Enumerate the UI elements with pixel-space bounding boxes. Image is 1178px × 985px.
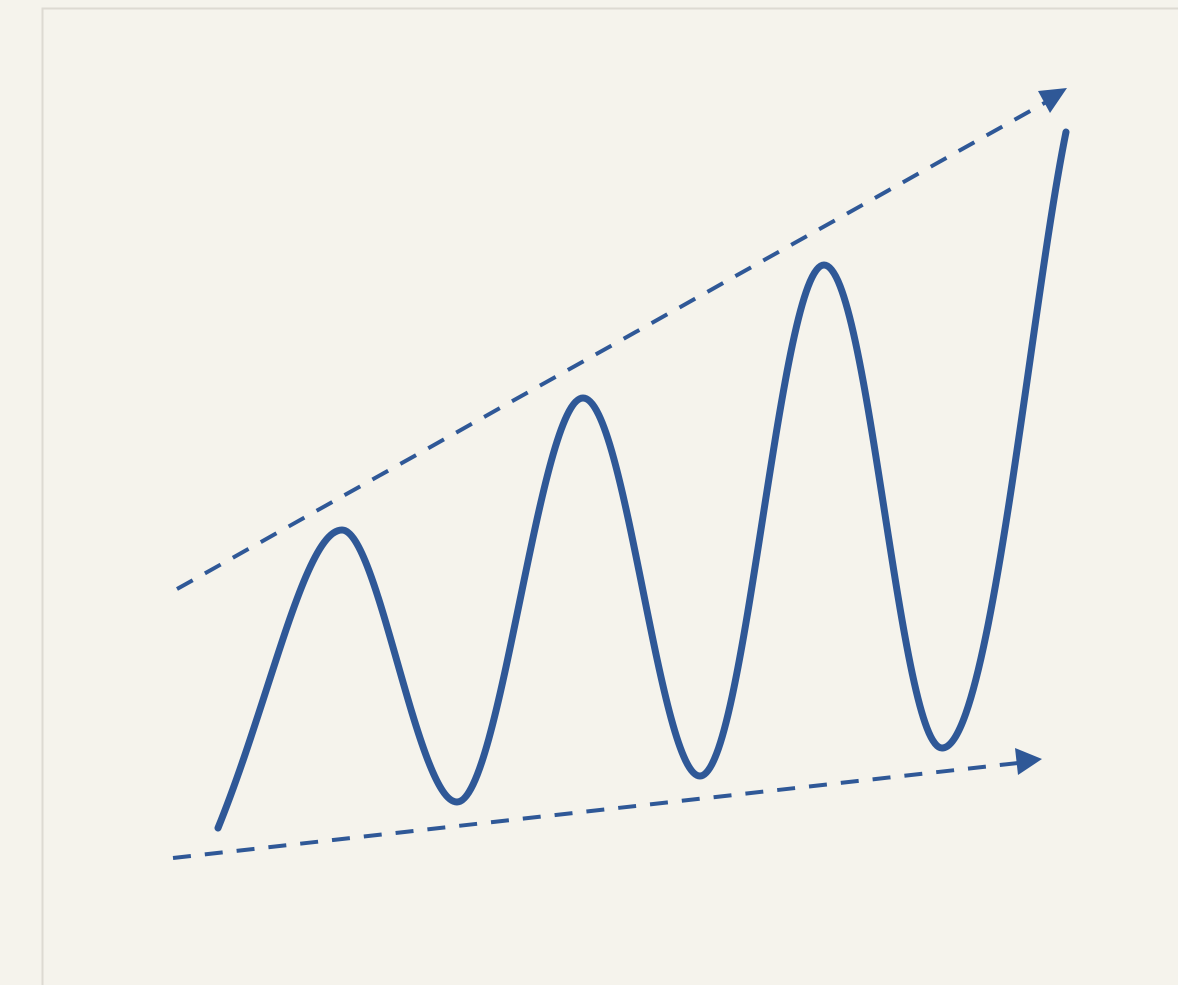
lower-trend-line — [172, 761, 1019, 860]
broadening-wave — [214, 128, 1070, 832]
upper-arrowhead — [1038, 88, 1067, 113]
upper-trend-line — [176, 99, 1049, 591]
frame-border — [41, 7, 1178, 985]
lower-arrowhead — [1015, 748, 1042, 775]
